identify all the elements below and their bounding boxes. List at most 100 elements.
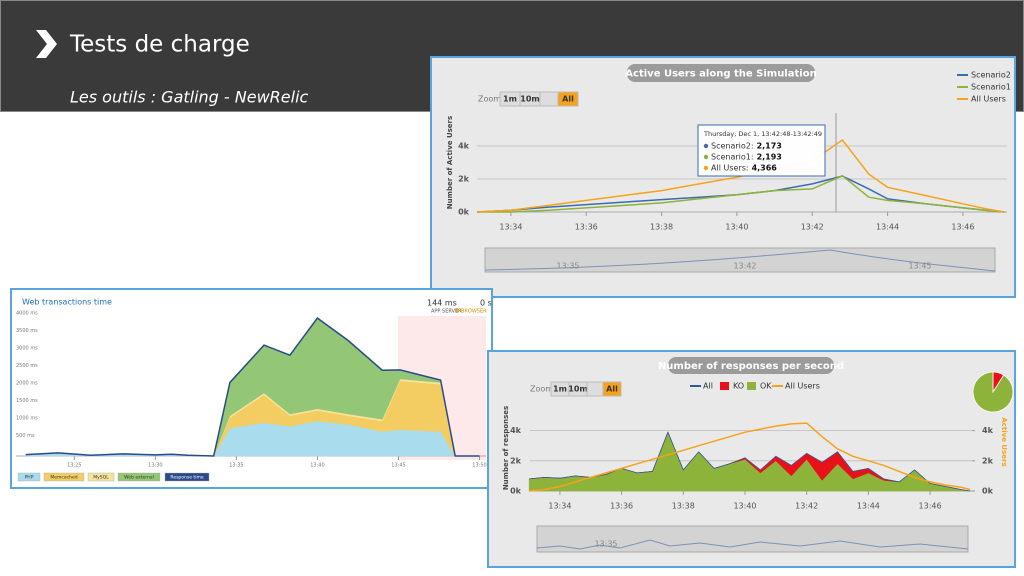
zoom-button-label: 1m — [503, 95, 517, 104]
y-tick-label: 4k — [510, 426, 522, 435]
x-tick-label: 13:36 — [575, 223, 598, 232]
summary-value: 144 ms — [427, 299, 457, 308]
legend-label: All Users — [971, 95, 1006, 104]
chart-title: Web transactions time — [22, 298, 112, 307]
x-tick-label: 13:44 — [857, 502, 880, 511]
legend-label: All — [703, 382, 713, 391]
tooltip-name: Scenario2: — [711, 142, 754, 151]
navigator-label: 13:35 — [594, 540, 617, 549]
zoom-button-label: All — [562, 95, 574, 104]
tooltip-title: Thursday, Dec 1, 13:42:48-13:42:49 — [703, 130, 822, 138]
legend-item — [43, 472, 85, 482]
chevron — [36, 30, 57, 58]
x-tick-label: 13:34 — [548, 502, 571, 511]
zoom-button-label: 1m — [553, 385, 567, 394]
zoom-button-label: 10m — [568, 385, 587, 394]
zoom-button-label: All — [606, 385, 618, 394]
legend-label: Scenario2 — [971, 71, 1011, 80]
x-tick-label: 13:35 — [229, 463, 243, 469]
y2-axis-label: Active Users — [1000, 417, 1008, 466]
y-tick-label: 4000 ms — [16, 311, 38, 317]
x-tick-label: 13:36 — [610, 502, 633, 511]
x-tick-label: 13:30 — [148, 463, 162, 469]
y2-tick-label: 4k — [982, 426, 994, 435]
summary-value: 0 s — [480, 299, 492, 308]
tooltip-name: Scenario1: — [711, 153, 754, 162]
tooltip-value: 2,173 — [757, 142, 782, 151]
y-tick-label: 2500 ms — [16, 363, 38, 369]
line — [477, 174, 1005, 213]
zoom-button-label: 10m — [520, 95, 539, 104]
legend-swatch — [747, 382, 756, 390]
y-tick-label: 2k — [458, 175, 470, 184]
y-axis-label: Number of responses — [502, 406, 510, 490]
y-tick-label: 500 ms — [16, 433, 35, 439]
summary-swatch — [456, 309, 459, 312]
legend-label: KO — [733, 382, 744, 391]
legend-item — [87, 472, 115, 482]
y-tick-label: 0k — [458, 208, 470, 217]
zoom-button[interactable] — [539, 91, 559, 107]
x-tick-label: 13:46 — [919, 502, 942, 511]
zoom-button[interactable] — [602, 381, 622, 397]
y2-tick-label: 0k — [982, 487, 994, 496]
chart-title: Active Users along the Simulation — [625, 69, 816, 80]
navigator-label: 13:35 — [556, 262, 579, 271]
tooltip-name: All Users: — [711, 164, 749, 173]
x-tick-label: 13:38 — [650, 223, 673, 232]
y-tick-label: 1500 ms — [16, 398, 38, 404]
x-tick-label: 13:46 — [951, 223, 974, 232]
zoom-button[interactable] — [586, 381, 604, 397]
line — [529, 422, 971, 492]
chart-title: Number of responses per second — [658, 361, 844, 372]
y-tick-label: 2000 ms — [16, 381, 38, 387]
zoom-label: Zoom — [530, 385, 553, 394]
x-tick-label: 13:50 — [472, 463, 486, 469]
navigator-line — [536, 539, 969, 550]
navigator-label: 13:45 — [908, 262, 931, 271]
legend-label: Memcached — [50, 475, 77, 481]
y-tick-label: 3500 ms — [16, 328, 38, 334]
legend-label: Web external — [124, 475, 154, 481]
tooltip-bullet — [703, 143, 709, 149]
slide-title: Tests de charge — [69, 32, 250, 58]
navigator — [536, 525, 969, 553]
legend-label: PHP — [25, 475, 34, 481]
y-tick-label: 3000 ms — [16, 346, 38, 352]
title-pill — [627, 64, 815, 82]
legend-swatch — [720, 382, 729, 390]
tooltip-value: 2,193 — [757, 153, 782, 162]
navigator-line — [484, 249, 996, 272]
navigator-label: 13:42 — [733, 262, 756, 271]
x-tick-label: 13:34 — [499, 223, 522, 232]
legend-item — [117, 472, 161, 482]
x-tick-label: 13:40 — [733, 502, 756, 511]
tooltip-bullet — [703, 154, 709, 160]
x-tick-label: 13:42 — [801, 223, 824, 232]
line — [25, 317, 480, 457]
x-tick-label: 13:40 — [310, 463, 324, 469]
x-tick-label: 13:40 — [725, 223, 748, 232]
legend-item — [17, 472, 41, 482]
legend-label: OK — [760, 382, 772, 391]
legend-label: All Users — [785, 382, 820, 391]
slide-subtitle: Les outils : Gatling - NewRelic — [70, 88, 309, 107]
y-tick-label: 4k — [458, 142, 470, 151]
summary-label: BROWSER — [461, 309, 487, 315]
x-tick-label: 13:42 — [795, 502, 818, 511]
zoom-button[interactable] — [557, 91, 579, 107]
legend-label: Response time — [170, 475, 203, 481]
x-tick-label: 13:45 — [391, 463, 405, 469]
y-tick-label: 2k — [510, 456, 522, 465]
title-pill — [668, 357, 834, 374]
y2-tick-label: 2k — [982, 456, 994, 465]
summary-label: APP SERVER — [431, 309, 462, 315]
legend-label: MySQL — [93, 475, 109, 481]
tooltip-bullet — [703, 165, 709, 171]
x-tick-label: 13:38 — [672, 502, 695, 511]
legend-item — [164, 472, 210, 482]
y-tick-label: 1000 ms — [16, 416, 38, 422]
pie-slice — [972, 371, 1014, 413]
tooltip-value: 4,366 — [752, 164, 778, 173]
